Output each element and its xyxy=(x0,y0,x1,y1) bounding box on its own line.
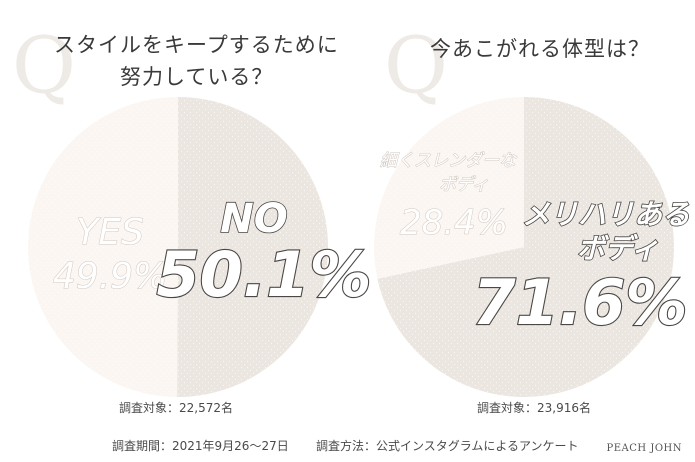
slice-label-curvy-line-1: メリハリある xyxy=(522,198,690,231)
pie-slice-no-texture xyxy=(177,97,329,397)
chart-right: Q 今あこがれる体型は？ 細くスレンダーな ボディ 28.4% メリハリある ボ… xyxy=(374,21,691,415)
slice-value-slender: 28.4% xyxy=(400,203,508,243)
survey-period: 調査期間：2021年9月26〜27日 xyxy=(112,439,289,453)
question-right: 今あこがれる体型は？ xyxy=(430,37,650,61)
slice-label-yes: YES xyxy=(76,212,144,253)
slice-label-slender-line-1: 細くスレンダーな xyxy=(380,151,518,171)
q-mark-left: Q xyxy=(12,21,76,111)
slice-label-slender-line-2: ボディ xyxy=(439,175,489,195)
slice-value-yes: 49.9% xyxy=(53,256,167,297)
slice-value-curvy: 71.6% xyxy=(472,266,687,339)
pie-slice-yes-texture xyxy=(28,97,178,397)
pie-slice-slender-texture xyxy=(374,97,524,279)
slice-value-no: 50.1% xyxy=(156,238,371,311)
sample-size-left: 調査対象：22,572名 xyxy=(119,400,233,415)
survey-method: 調査方法：公式インスタグラムによるアンケート xyxy=(316,438,579,453)
brand-logo: PEACH JOHN xyxy=(607,443,682,454)
question-left-line-2: 努力している？ xyxy=(120,65,273,89)
q-mark-right: Q xyxy=(384,21,448,111)
sample-size-right: 調査対象：23,916名 xyxy=(477,400,591,415)
chart-left: Q スタイルをキープするために 努力している？ YES 49.9% NO 50.… xyxy=(12,21,373,415)
pie-chart-left xyxy=(28,97,329,397)
slice-label-no: NO xyxy=(220,196,287,242)
pie-slice-curvy-texture xyxy=(377,97,675,397)
slice-label-curvy-line-2: ボディ xyxy=(577,232,659,265)
pie-chart-right xyxy=(374,97,675,397)
question-left-line-1: スタイルをキープするために xyxy=(54,33,339,57)
